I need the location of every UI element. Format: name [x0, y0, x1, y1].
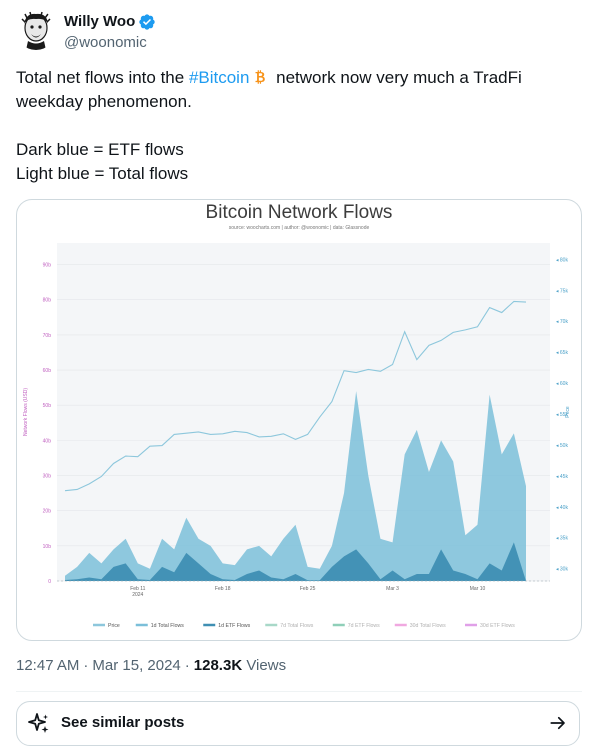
avatar[interactable] — [16, 10, 56, 50]
tweet-line-2: Dark blue = ETF flows — [16, 140, 184, 159]
author-display-name[interactable]: Willy Woo — [64, 13, 136, 30]
tweet-text-segment: network now very much a TradFi weekday p… — [16, 68, 522, 111]
y2-tick-label: ◂ 45k — [556, 474, 568, 480]
chart-subtitle: source: woocharts.com | author: @woonomi… — [228, 225, 370, 231]
tweet-time[interactable]: 12:47 AM — [16, 657, 80, 674]
plot-area — [57, 243, 550, 581]
y-axis-label: Network Flows (USD) — [23, 388, 29, 436]
y-tick-label: 30b — [43, 474, 52, 480]
verified-badge-icon — [139, 14, 155, 30]
views-count: 128.3K — [193, 657, 243, 674]
legend-entry: 7d ETF Flows — [348, 623, 380, 629]
legend-entry: 1d Total Flows — [151, 623, 184, 629]
avatar-portrait-icon — [16, 10, 56, 50]
y2-tick-label: ◂ 60k — [556, 381, 568, 387]
sparkle-icon — [28, 713, 49, 733]
y2-tick-label: ◂ 30k — [556, 567, 568, 573]
y-tick-label: 40b — [43, 438, 52, 444]
y2-tick-label: ◂ 70k — [556, 319, 568, 325]
y-tick-label: 70b — [43, 333, 52, 339]
price-line — [64, 300, 527, 492]
total-flows-area — [65, 391, 526, 581]
x-tick-label: 2024 — [132, 592, 143, 598]
tweet-header: Willy Woo @woonomic — [16, 8, 582, 56]
y2-tick-label: ◂ 55k — [556, 412, 568, 418]
arrow-right-icon — [550, 716, 565, 730]
y2-tick-label: ◂ 35k — [556, 536, 568, 542]
y-tick-label: 10b — [43, 544, 52, 550]
tweet-line-3: Light blue = Total flows — [16, 164, 189, 183]
x-tick-label: Feb 11 — [130, 586, 145, 592]
y2-tick-label: ◂ 40k — [556, 505, 568, 511]
tweet-date[interactable]: Mar 15, 2024 — [92, 657, 181, 674]
y2-tick-label: ◂ 75k — [556, 288, 568, 294]
x-tick-label: Mar 10 — [470, 586, 486, 592]
tweet-text: Total net flows into the #Bitcoin networ… — [16, 66, 576, 186]
tweet-text-segment: Total net flows into the — [16, 68, 189, 87]
x-tick-label: Feb 18 — [215, 586, 231, 592]
y-tick-label: 80b — [43, 298, 52, 304]
y2-tick-label: ◂ 50k — [556, 443, 568, 449]
x-tick-label: Mar 3 — [386, 586, 399, 592]
divider — [16, 691, 582, 692]
chart-canvas: 0 10b 20b 30b 40b 50b 60b 70b 80b 90b ◂ 30k ◂ 35k ◂ … — [23, 243, 571, 629]
y-tick-label: 60b — [43, 368, 52, 374]
views-label: Views — [246, 657, 287, 674]
y-tick-label: 20b — [43, 509, 52, 515]
legend-entry: 1d ETF Flows — [218, 623, 250, 629]
author-handle[interactable]: @woonomic — [64, 34, 147, 51]
y2-axis-label: Price — [565, 406, 571, 418]
tweet-media-chart[interactable]: Bitcoin Network Flows source: woocharts.… — [16, 199, 582, 641]
see-similar-posts-label: See similar posts — [61, 714, 185, 731]
name-block: Willy Woo @woonomic — [64, 12, 156, 53]
y-tick-label: 50b — [43, 403, 52, 409]
bitcoin-hashtag-link[interactable]: #Bitcoin — [188, 68, 250, 87]
y2-tick-label: ◂ 65k — [556, 350, 568, 356]
tweet-line-1: Total net flows into the #Bitcoin networ… — [16, 66, 576, 114]
see-similar-posts-button[interactable]: See similar posts — [16, 701, 580, 746]
bitcoin-icon — [255, 70, 266, 84]
y-tick-label: 0 — [48, 579, 51, 585]
tweet-meta: 12:47 AM · Mar 15, 2024 · 128.3K Views — [16, 657, 287, 674]
legend-entry: 30d ETF Flows — [480, 623, 515, 629]
etf-flows-area — [65, 542, 526, 581]
legend-entry: 7d Total Flows — [280, 623, 313, 629]
legend-entry: Price — [108, 623, 120, 629]
legend-entry: 30d Total Flows — [410, 623, 446, 629]
chart-title: Bitcoin Network Flows — [205, 202, 393, 223]
y-tick-label: 90b — [43, 263, 52, 269]
y2-tick-label: ◂ 80k — [556, 257, 568, 263]
x-tick-label: Feb 25 — [300, 586, 316, 592]
